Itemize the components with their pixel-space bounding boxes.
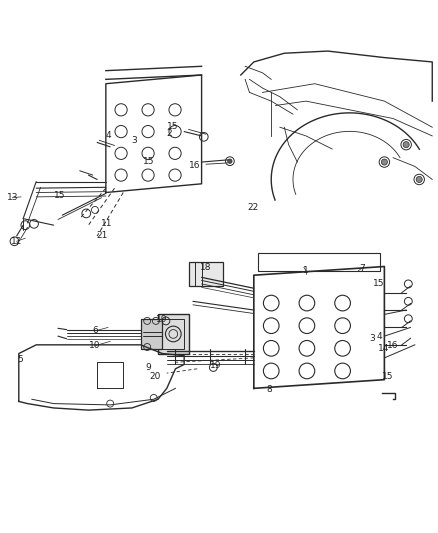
Text: 11: 11 [101, 220, 113, 228]
Text: 3: 3 [369, 334, 375, 343]
Text: 15: 15 [53, 191, 65, 200]
Text: 3: 3 [131, 136, 137, 145]
Text: 1: 1 [303, 266, 309, 276]
Text: 20: 20 [149, 372, 160, 381]
Text: 13: 13 [7, 193, 18, 202]
Circle shape [381, 159, 388, 165]
Text: 10: 10 [89, 341, 101, 350]
Bar [141, 319, 162, 349]
Text: 16: 16 [386, 341, 398, 350]
Circle shape [228, 159, 232, 163]
Text: 6: 6 [92, 326, 98, 335]
Text: 14: 14 [378, 344, 389, 353]
Text: 2: 2 [166, 130, 172, 138]
Text: 15: 15 [382, 372, 394, 381]
Text: 5: 5 [17, 354, 23, 364]
Text: 15: 15 [374, 279, 385, 287]
Bar [162, 319, 184, 349]
Circle shape [403, 142, 409, 148]
Text: 16: 16 [189, 161, 201, 170]
Text: 15: 15 [167, 122, 178, 131]
Text: 18: 18 [200, 263, 212, 272]
Text: 19: 19 [210, 361, 221, 370]
Bar [188, 262, 223, 286]
Text: 22: 22 [247, 203, 258, 212]
Bar [158, 314, 188, 353]
Bar [258, 254, 380, 271]
Text: 9: 9 [145, 363, 152, 372]
Text: 4: 4 [376, 332, 382, 341]
Text: 21: 21 [97, 231, 108, 240]
Text: 15: 15 [143, 157, 154, 166]
Text: 7: 7 [359, 264, 364, 273]
Text: 8: 8 [266, 385, 272, 394]
Circle shape [416, 176, 422, 182]
Text: 19: 19 [156, 315, 167, 324]
Text: 12: 12 [11, 237, 22, 246]
Text: 4: 4 [105, 132, 111, 140]
